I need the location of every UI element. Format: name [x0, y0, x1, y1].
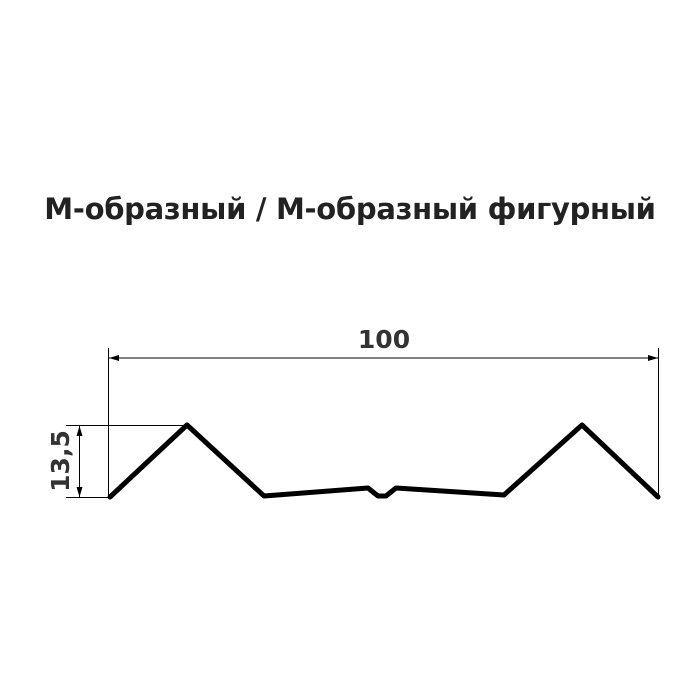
width-label: 100	[358, 325, 410, 354]
height-label: 13,5	[46, 430, 75, 492]
m-profile-line	[107, 422, 661, 500]
diagram-title: М-образный / М-образный фигурный	[44, 192, 656, 226]
